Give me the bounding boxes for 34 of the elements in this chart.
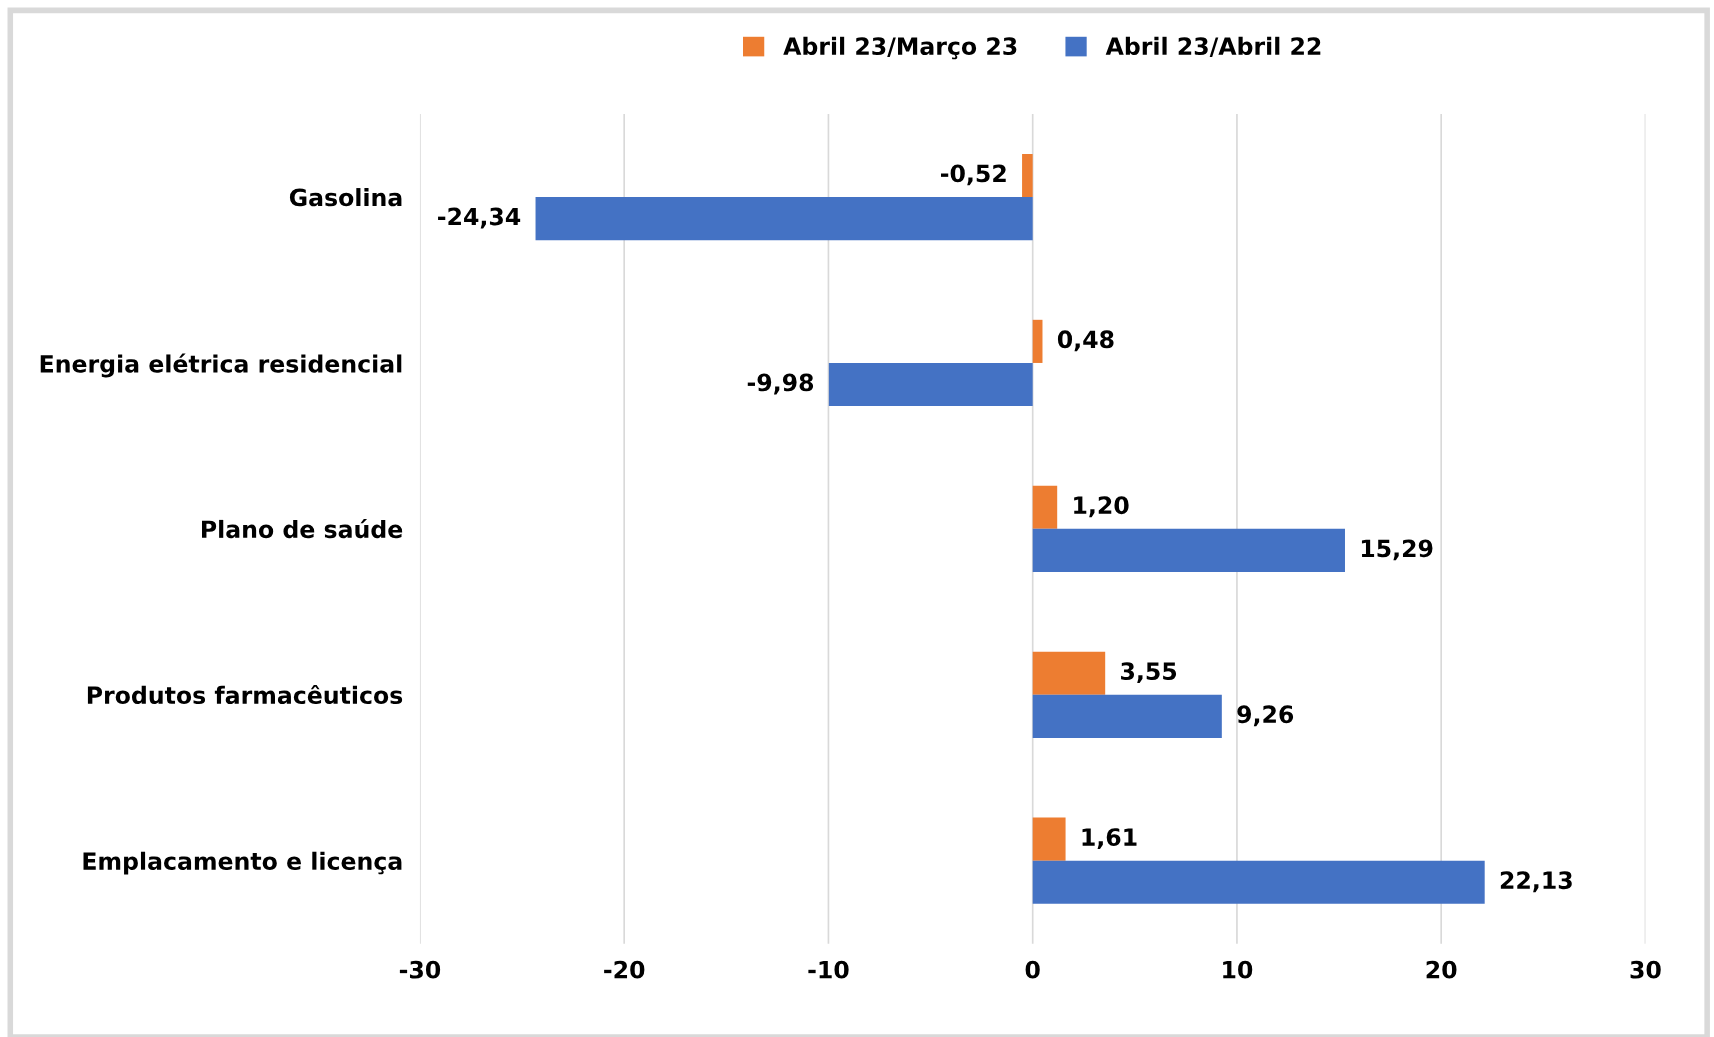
y-tick-label: Emplacamento e licença	[83, 851, 402, 875]
data-label: 15,29	[1361, 539, 1433, 561]
y-tick-label: Produtos farmacêuticos	[87, 684, 403, 705]
y-tick-label: Plano de saúde	[202, 518, 403, 539]
bar	[1032, 485, 1058, 529]
bar	[1022, 153, 1033, 198]
y-tick-label: Gasolina	[289, 188, 402, 207]
bar	[828, 362, 1033, 407]
x-tick-label: -10	[808, 960, 849, 979]
data-label: -0,52	[940, 164, 1006, 186]
x-tick-label: 10	[1223, 960, 1253, 979]
x-tick-label: 30	[1630, 960, 1661, 979]
bar	[1032, 817, 1066, 861]
data-label: 1,61	[1082, 828, 1137, 850]
x-tick-label: -20	[604, 960, 645, 979]
legend-label: Abril 23/Abril 22	[1105, 36, 1321, 57]
bar	[535, 197, 1033, 241]
data-label: 22,13	[1500, 871, 1572, 893]
bar	[1032, 860, 1485, 904]
data-label: 3,55	[1121, 662, 1177, 684]
y-tick-label: Energia elétrica residencial	[40, 353, 402, 378]
data-label: 1,20	[1074, 496, 1129, 518]
x-tick-label: 0	[1025, 960, 1040, 979]
bar	[1032, 528, 1345, 573]
legend-label: Abril 23/Março 23	[783, 36, 1017, 60]
data-label: -24,34	[438, 207, 521, 229]
data-label: 9,26	[1237, 705, 1294, 727]
data-label: -9,98	[747, 373, 814, 395]
data-label: 0,48	[1057, 330, 1114, 352]
bar	[1032, 651, 1106, 695]
bar	[1032, 694, 1222, 738]
bar	[1032, 319, 1043, 363]
x-tick-label: 20	[1426, 960, 1457, 979]
x-tick-label: -30	[399, 960, 441, 979]
